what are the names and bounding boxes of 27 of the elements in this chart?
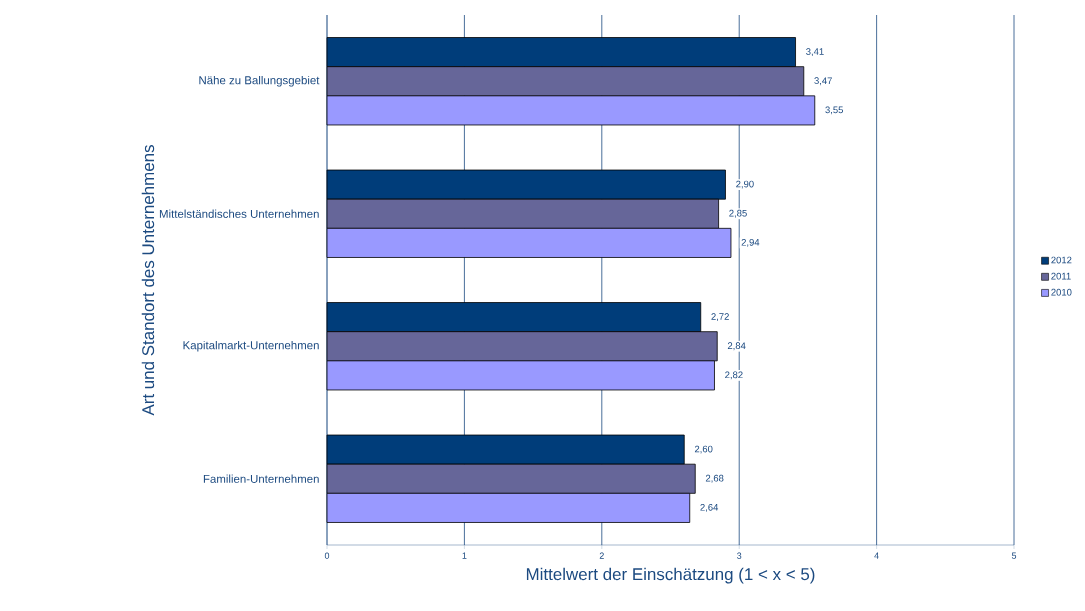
data-label: 3,55 xyxy=(825,106,844,115)
x-axis-title: Mittelwert der Einschätzung (1 < x < 5) xyxy=(526,567,815,584)
data-label: 2,72 xyxy=(711,313,729,322)
data-label: 2,64 xyxy=(700,504,719,512)
legend-label: 2011 xyxy=(1051,272,1071,280)
x-tick-label: 2 xyxy=(599,552,604,559)
legend-label: 2010 xyxy=(1051,288,1072,296)
data-label: 2,60 xyxy=(694,445,713,454)
y-tick-label: Familien-Unternehmen xyxy=(203,474,319,483)
x-tick-label: 5 xyxy=(1011,552,1017,559)
y-tick-label: Kapitalmarkt-Unternehmen xyxy=(183,340,319,352)
y-tick-label: Nähe zu Ballungsgebiet xyxy=(199,75,320,87)
y-tick-label: Mittelständisches Unternehmen xyxy=(159,209,319,218)
x-tick-label: 3 xyxy=(737,552,742,559)
y-axis-title: Art und Standort des Unternehmens xyxy=(141,145,155,416)
data-label: 2,90 xyxy=(736,180,754,189)
data-label: 3,47 xyxy=(814,77,832,86)
data-label: 2,68 xyxy=(705,474,724,483)
legend-label: 2012 xyxy=(1051,256,1072,264)
data-label: 2,94 xyxy=(741,238,760,247)
data-label: 2,84 xyxy=(727,342,746,351)
data-label: 2,82 xyxy=(725,371,743,380)
x-tick-label: 0 xyxy=(324,552,330,559)
data-label: 2,85 xyxy=(729,209,747,218)
x-tick-label: 4 xyxy=(874,552,879,559)
x-tick-label: 1 xyxy=(462,552,467,559)
data-label: 3,41 xyxy=(806,48,824,57)
